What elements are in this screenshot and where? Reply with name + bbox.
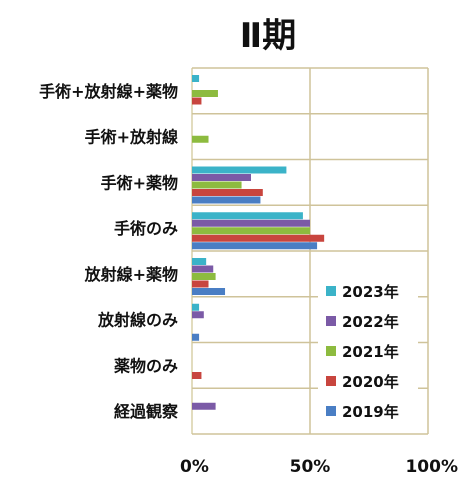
legend-swatch — [326, 316, 336, 326]
bar — [192, 212, 303, 220]
legend-label: 2020年 — [342, 373, 399, 391]
legend: 2023年 2022年 2021年 2020年 2019年 — [318, 272, 418, 428]
bar — [192, 196, 261, 204]
x-tick-label: 0% — [180, 457, 209, 477]
legend-label: 2023年 — [342, 283, 399, 301]
bar — [192, 135, 209, 143]
bar — [192, 280, 209, 288]
bar — [192, 189, 263, 196]
bar — [192, 402, 216, 410]
bar — [192, 311, 204, 319]
bar — [192, 75, 200, 82]
legend-swatch — [326, 346, 336, 356]
bar — [192, 273, 216, 280]
legend-label: 2019年 — [342, 403, 399, 421]
bar — [192, 234, 325, 242]
bar — [192, 219, 310, 227]
category-label: 手術+放射線+薬物 — [39, 82, 178, 101]
category-label: 手術+放射線 — [85, 128, 178, 147]
bar — [192, 265, 214, 273]
legend-swatch — [326, 286, 336, 296]
legend-swatch — [326, 406, 336, 416]
bar — [192, 181, 242, 189]
category-label: 手術のみ — [114, 219, 178, 238]
category-label: 薬物のみ — [113, 356, 178, 375]
legend-label: 2021年 — [342, 343, 399, 361]
bar — [192, 303, 200, 311]
bar — [192, 227, 310, 235]
bar — [192, 258, 207, 265]
x-tick-label: 100% — [405, 457, 458, 477]
category-label: 放射線+薬物 — [84, 265, 178, 284]
chart-title: Ⅱ期 — [240, 16, 296, 56]
category-labels: 手術+放射線+薬物手術+放射線手術+薬物手術のみ放射線+薬物放射線のみ薬物のみ経… — [39, 82, 179, 421]
bar — [192, 174, 251, 181]
bars — [192, 75, 325, 410]
category-label: 経過観察 — [114, 402, 179, 421]
bar — [192, 372, 202, 379]
x-axis: 0% 50% 100% — [180, 457, 458, 477]
legend-swatch — [326, 376, 336, 386]
legend-label: 2022年 — [342, 313, 399, 331]
bar — [192, 242, 318, 250]
bar — [192, 90, 218, 97]
category-label: 手術+薬物 — [101, 173, 178, 192]
bar — [192, 166, 287, 174]
bar — [192, 333, 200, 341]
bar — [192, 97, 202, 105]
category-label: 放射線のみ — [97, 311, 178, 330]
bar — [192, 288, 226, 295]
x-tick-label: 50% — [290, 457, 331, 477]
